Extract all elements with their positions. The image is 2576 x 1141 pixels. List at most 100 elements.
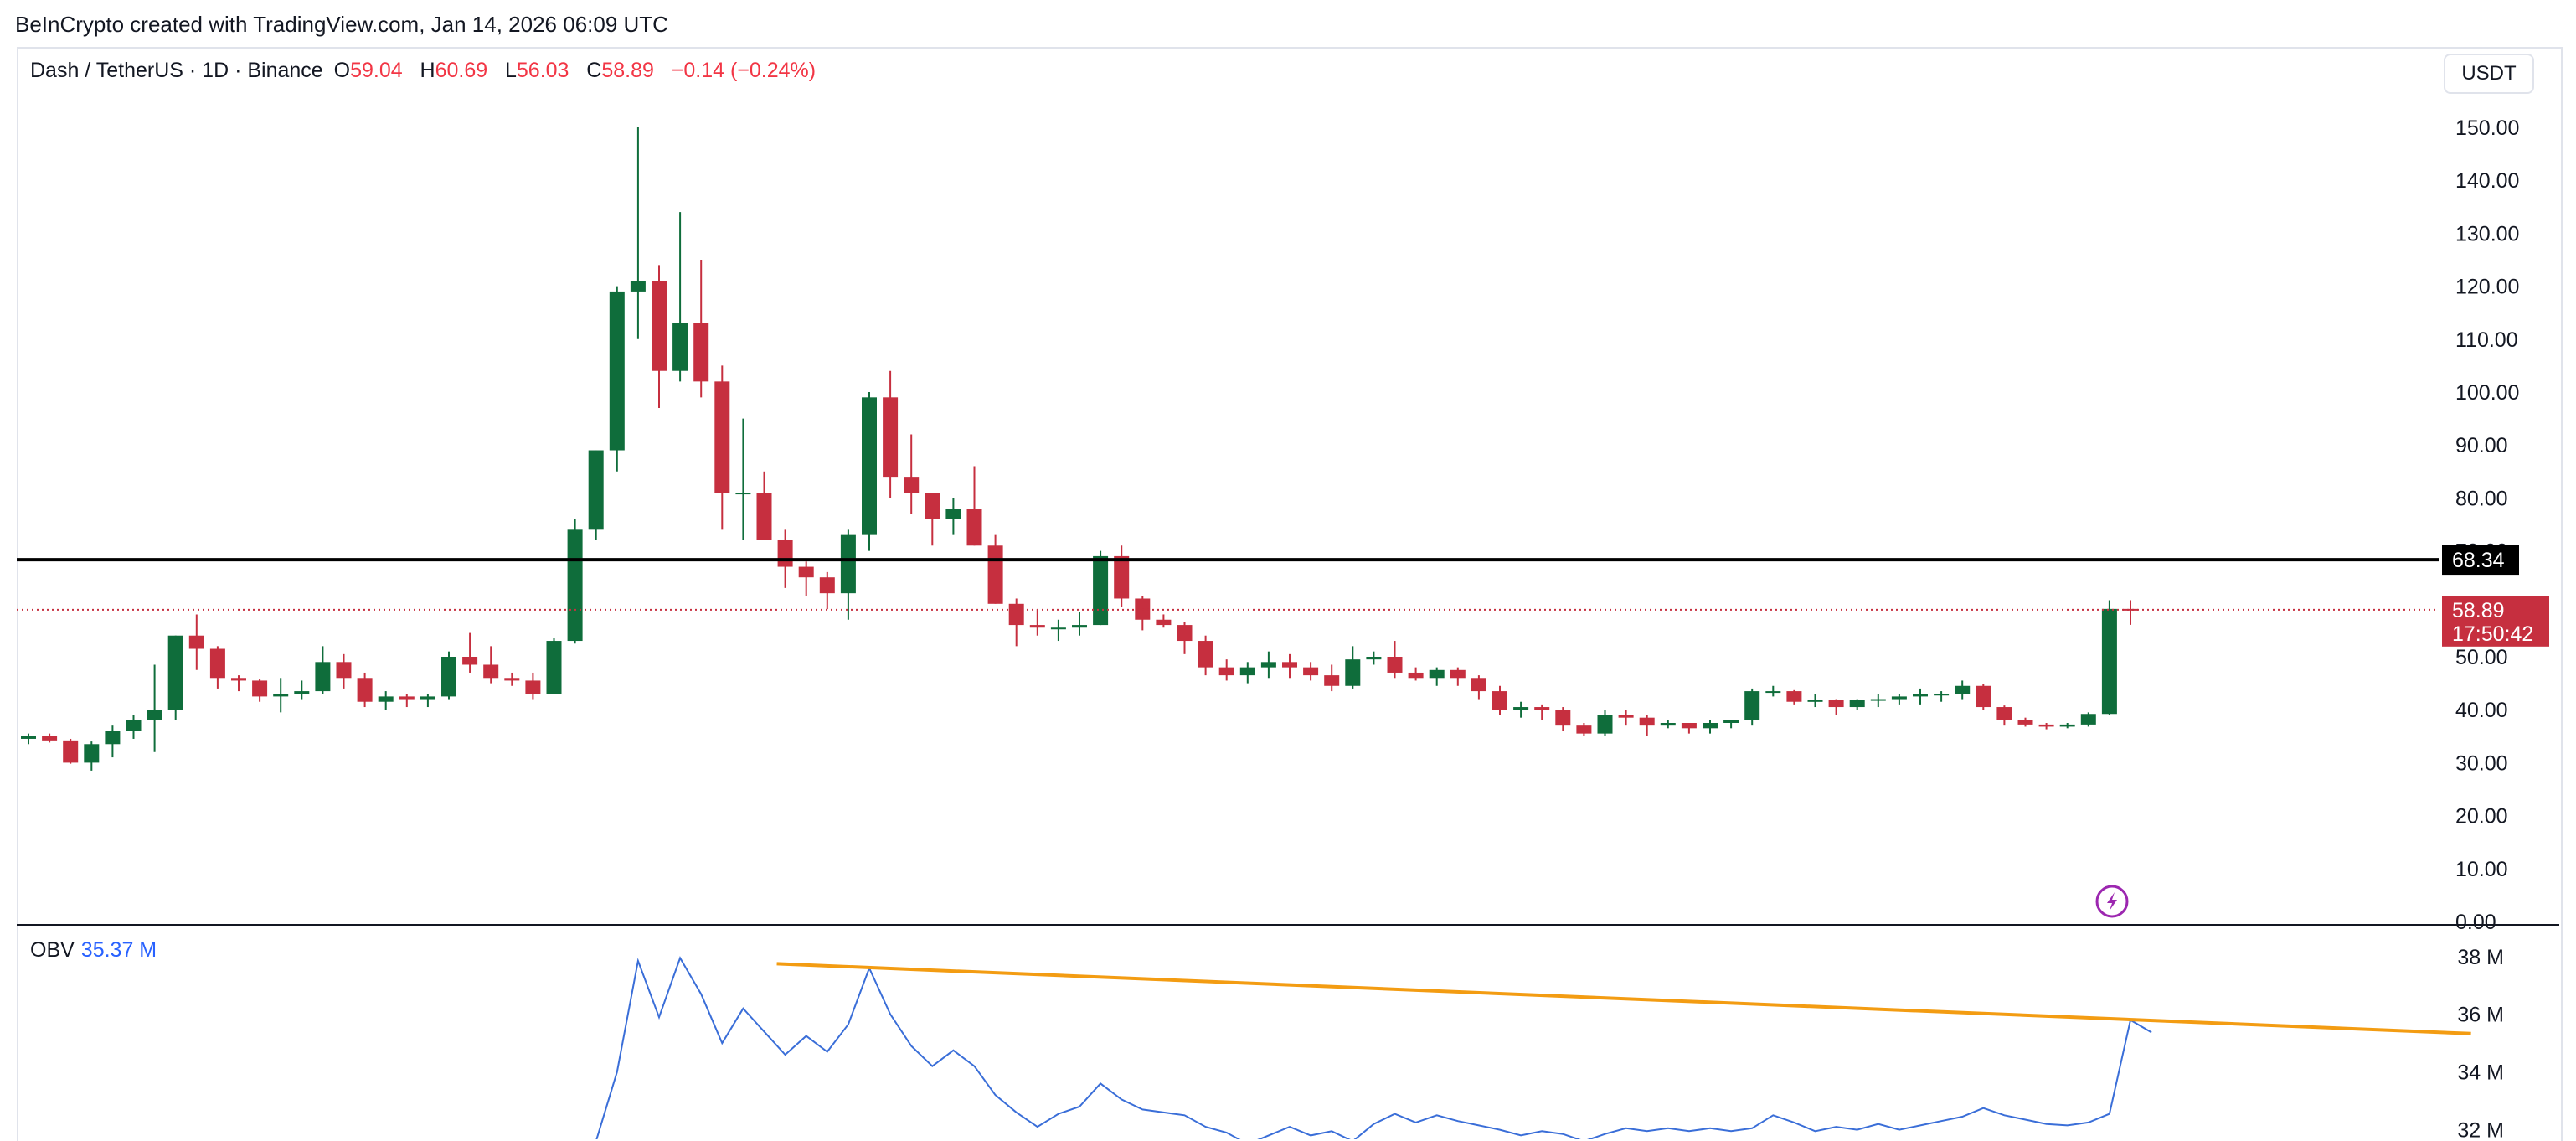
candle: [735, 418, 751, 540]
candle-body: [1282, 662, 1297, 668]
candle-body: [1891, 696, 1907, 700]
price-tick-label: 20.00: [2455, 805, 2508, 829]
candle: [525, 672, 541, 700]
price-legend: Dash / TetherUS · 1D · Binance O59.04 H6…: [30, 59, 816, 83]
candle: [441, 651, 456, 700]
candle-body: [1198, 641, 1213, 668]
candle: [273, 678, 289, 713]
candle: [1976, 684, 1991, 710]
obv-line: [595, 956, 2152, 1139]
low-value: 56.03: [516, 59, 569, 82]
last-price-label: 58.89: [2452, 599, 2505, 622]
candle: [105, 725, 121, 758]
candle: [1744, 688, 1760, 726]
obv-label[interactable]: OBV: [30, 938, 75, 962]
candle: [819, 571, 835, 610]
candle: [756, 471, 772, 540]
candle: [1387, 641, 1403, 679]
candle-body: [1450, 669, 1466, 679]
candle: [147, 664, 162, 752]
candle-body: [273, 694, 289, 697]
candle-body: [399, 696, 415, 700]
open-label: O: [333, 59, 351, 82]
candle: [1703, 720, 1718, 734]
candle: [1576, 723, 1592, 736]
candle-body: [167, 635, 183, 710]
candle-body: [126, 720, 142, 731]
candle: [1366, 651, 1382, 665]
currency-selector-button[interactable]: USDT: [2444, 54, 2534, 94]
candle-body: [546, 641, 562, 694]
candle-body: [1008, 603, 1024, 626]
price-tick-label: 120.00: [2455, 276, 2519, 299]
candle-body: [1870, 699, 1886, 701]
candle-body: [1555, 710, 1571, 726]
candle-body: [1303, 667, 1319, 676]
candle: [378, 691, 394, 710]
candle: [336, 653, 352, 689]
candle-body: [1618, 715, 1634, 718]
candle-body: [378, 696, 394, 702]
candle: [672, 212, 688, 382]
candle: [2080, 712, 2096, 727]
candle: [630, 127, 646, 339]
candle: [904, 434, 920, 514]
candle: [188, 614, 204, 670]
candle-body: [209, 648, 225, 679]
candle: [1450, 667, 1466, 686]
candle-body: [483, 664, 499, 679]
low-label: L: [504, 59, 517, 82]
candle-body: [1934, 694, 1950, 696]
candle-body: [777, 540, 793, 567]
candle-body: [925, 493, 940, 519]
candle: [925, 493, 940, 546]
candle: [1807, 694, 1823, 708]
candle-body: [84, 744, 100, 763]
candle: [1324, 664, 1340, 692]
symbol-title[interactable]: Dash / TetherUS · 1D · Binance: [30, 59, 323, 82]
candle-body: [1976, 685, 1991, 708]
candle: [2059, 723, 2075, 729]
candle-body: [567, 529, 583, 642]
candle: [420, 694, 435, 708]
candle-body: [1828, 700, 1844, 708]
candle: [1765, 685, 1781, 697]
candle-body: [1239, 667, 1255, 676]
candle: [1534, 704, 1550, 720]
candle: [462, 632, 478, 673]
candle: [315, 646, 331, 694]
candle-body: [1114, 555, 1130, 599]
chart-frame: [17, 47, 2563, 1141]
candle-body: [1996, 707, 2012, 720]
candle-body: [883, 397, 899, 478]
candle: [567, 519, 583, 644]
price-tick-label: 90.00: [2455, 434, 2508, 457]
candle: [862, 392, 877, 551]
price-tick-label: 10.00: [2455, 858, 2508, 881]
candle-body: [188, 635, 204, 649]
open-value: 59.04: [350, 59, 403, 82]
candle: [1408, 667, 1424, 681]
candle: [840, 529, 856, 620]
candle: [1429, 667, 1445, 686]
candle-body: [294, 691, 310, 694]
candle: [1597, 710, 1613, 736]
candle-body: [1786, 691, 1802, 702]
candle: [693, 260, 709, 398]
candle: [399, 694, 415, 708]
candle: [1345, 646, 1361, 689]
obv-tick-label: 32 M: [2457, 1119, 2504, 1139]
candle: [1135, 596, 1151, 631]
candle-body: [630, 281, 646, 292]
candle-body: [1387, 657, 1403, 673]
candle-body: [315, 662, 331, 692]
candle-body: [1849, 700, 1865, 708]
candle-body: [735, 493, 751, 495]
candle: [1891, 694, 1907, 705]
obv-tick-label: 38 M: [2457, 946, 2504, 969]
candle: [714, 365, 730, 530]
candle: [798, 561, 814, 596]
obv-axis: 38 M 36 M 34 M 32 M: [2457, 946, 2504, 1139]
